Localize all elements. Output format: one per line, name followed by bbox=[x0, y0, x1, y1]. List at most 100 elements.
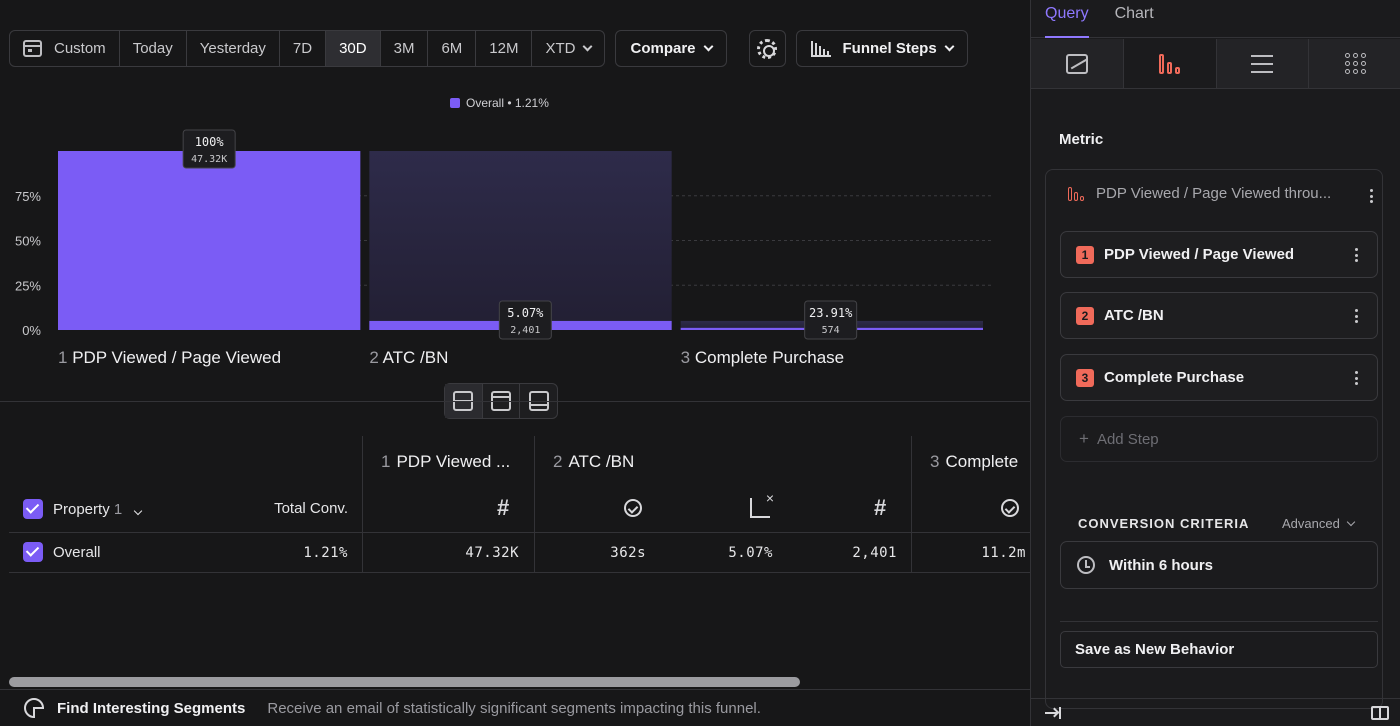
column-header-step-2[interactable]: 2 ATC /BN bbox=[553, 452, 634, 472]
date-option-yesterday[interactable]: Yesterday bbox=[187, 31, 280, 66]
step-label: Complete Purchase bbox=[1104, 369, 1245, 386]
more-options-icon[interactable] bbox=[1355, 309, 1359, 323]
bar-count-label: 2,401 bbox=[510, 325, 540, 336]
category-name: Complete Purchase bbox=[695, 348, 844, 367]
viz-flow-button[interactable] bbox=[1216, 39, 1310, 88]
funnel-icon bbox=[1159, 53, 1181, 74]
bar-value-label: 23.91% 574 bbox=[804, 300, 858, 340]
step2-time: 362s bbox=[610, 545, 646, 561]
total-conv-header[interactable]: Total Conv. bbox=[274, 500, 348, 517]
horizontal-scrollbar[interactable] bbox=[9, 677, 1030, 687]
date-option-30d[interactable]: 30D bbox=[326, 31, 381, 66]
bar-count-label: 47.32K bbox=[191, 154, 227, 165]
property-dropdown[interactable]: Property 1 bbox=[53, 501, 143, 518]
funnel-bar[interactable] bbox=[58, 151, 361, 330]
column-divider bbox=[362, 436, 363, 573]
toolbar: Custom Today Yesterday 7D 30D 3M 6M 12M … bbox=[9, 30, 968, 67]
query-panel: Query Chart Metric PDP Viewed / Page Vie… bbox=[1030, 0, 1400, 726]
metric-name[interactable]: PDP Viewed / Page Viewed throu... bbox=[1068, 185, 1358, 202]
date-option-12m[interactable]: 12M bbox=[476, 31, 533, 66]
step-name: ATC /BN bbox=[568, 452, 635, 471]
date-option-6m[interactable]: 6M bbox=[428, 31, 477, 66]
date-option-label: 30D bbox=[339, 40, 367, 57]
tab-query[interactable]: Query bbox=[1045, 0, 1089, 38]
chevron-down-icon bbox=[1346, 517, 1356, 526]
save-as-new-behavior-button[interactable]: Save as New Behavior bbox=[1060, 631, 1378, 668]
chevron-down-icon bbox=[944, 41, 955, 52]
chart-legend[interactable]: Overall • 1.21% bbox=[450, 96, 549, 110]
count-icon: # bbox=[497, 495, 510, 520]
conversion-rate-icon bbox=[750, 490, 774, 518]
advanced-label: Advanced bbox=[1282, 516, 1340, 531]
results-table: 1 PDP Viewed ... 2 ATC /BN 3 Complete Prope… bbox=[9, 436, 1030, 573]
date-option-label: Today bbox=[132, 40, 173, 57]
date-option-today[interactable]: Today bbox=[120, 31, 187, 66]
collapse-panel-icon[interactable] bbox=[1045, 707, 1061, 719]
row-divider bbox=[9, 532, 1030, 533]
advanced-dropdown[interactable]: Advanced bbox=[1282, 516, 1356, 531]
compare-button[interactable]: Compare bbox=[615, 30, 727, 67]
category-number: 3 bbox=[681, 348, 695, 367]
step-name: Complete bbox=[945, 452, 1019, 471]
interesting-segments-bar[interactable]: Find Interesting Segments Receive an ema… bbox=[0, 689, 1030, 726]
count-icon: # bbox=[874, 495, 887, 520]
category-name: ATC /BN bbox=[383, 348, 449, 367]
panel-footer bbox=[1031, 698, 1400, 726]
category-number: 1 bbox=[58, 348, 72, 367]
viz-funnel-button[interactable] bbox=[1123, 39, 1217, 88]
sidebar-layout-icon[interactable] bbox=[1371, 706, 1389, 720]
date-range-selector: Custom Today Yesterday 7D 30D 3M 6M 12M … bbox=[9, 30, 606, 67]
viz-line-button[interactable] bbox=[1031, 39, 1124, 88]
panel-tabs: Query Chart bbox=[1031, 0, 1400, 38]
select-all-checkbox[interactable] bbox=[23, 499, 43, 519]
x-category-label: 2 ATC /BN bbox=[369, 348, 448, 367]
dropoff-bar[interactable] bbox=[369, 151, 672, 330]
settings-button[interactable] bbox=[748, 30, 786, 67]
date-option-xtd[interactable]: XTD bbox=[532, 31, 604, 66]
y-tick-label: 25% bbox=[15, 278, 41, 293]
conversion-criteria-title: CONVERSION CRITERIA bbox=[1078, 516, 1250, 531]
visualization-type-selector bbox=[1031, 39, 1400, 89]
date-option-3m[interactable]: 3M bbox=[381, 31, 429, 66]
more-options-icon[interactable] bbox=[1355, 371, 1359, 385]
y-tick-label: 50% bbox=[15, 234, 41, 249]
step2-rate: 5.07% bbox=[728, 545, 773, 561]
label-box bbox=[182, 129, 236, 169]
column-divider bbox=[911, 436, 912, 573]
tab-chart[interactable]: Chart bbox=[1114, 5, 1154, 22]
property-label: Property bbox=[53, 501, 110, 518]
funnel-step-1[interactable]: 1 PDP Viewed / Page Viewed bbox=[1060, 231, 1378, 278]
line-chart-icon bbox=[1065, 53, 1088, 74]
bar-chart-icon bbox=[810, 40, 831, 57]
add-step-button[interactable]: + Add Step bbox=[1060, 416, 1378, 462]
step-number: 3 bbox=[930, 452, 940, 471]
retention-grid-icon bbox=[1344, 53, 1366, 74]
funnel-step-3[interactable]: 3 Complete Purchase bbox=[1060, 354, 1378, 401]
bar-count-label: 574 bbox=[822, 325, 840, 336]
funnel-step-2[interactable]: 2 ATC /BN bbox=[1060, 292, 1378, 339]
more-options-icon[interactable] bbox=[1370, 189, 1374, 203]
row-label: Overall bbox=[53, 544, 101, 561]
funnel-steps-button[interactable]: Funnel Steps bbox=[795, 30, 968, 67]
step-label: PDP Viewed / Page Viewed bbox=[1104, 246, 1295, 263]
scrollbar-thumb[interactable] bbox=[9, 677, 800, 687]
bar-percent-label: 5.07% bbox=[507, 306, 544, 320]
date-option-label: 6M bbox=[441, 40, 463, 57]
category-number: 2 bbox=[369, 348, 382, 367]
chevron-down-icon bbox=[134, 506, 143, 516]
metric-title: Metric bbox=[1059, 131, 1104, 148]
step-number: 2 bbox=[553, 452, 563, 471]
conversion-window-selector[interactable]: Within 6 hours bbox=[1060, 541, 1378, 589]
total-conv-value: 1.21% bbox=[303, 545, 348, 561]
label-box bbox=[498, 300, 552, 340]
more-options-icon[interactable] bbox=[1355, 248, 1359, 262]
calendar-icon bbox=[23, 40, 42, 57]
add-step-label: Add Step bbox=[1096, 430, 1159, 448]
column-header-step-1[interactable]: 1 PDP Viewed ... bbox=[381, 452, 510, 472]
date-option-custom[interactable]: Custom bbox=[10, 31, 120, 66]
viz-retention-button[interactable] bbox=[1309, 39, 1400, 88]
date-option-7d[interactable]: 7D bbox=[280, 31, 327, 66]
column-header-step-3[interactable]: 3 Complete bbox=[930, 452, 1018, 472]
row-checkbox[interactable] bbox=[23, 542, 43, 562]
category-name: PDP Viewed / Page Viewed bbox=[72, 348, 281, 367]
